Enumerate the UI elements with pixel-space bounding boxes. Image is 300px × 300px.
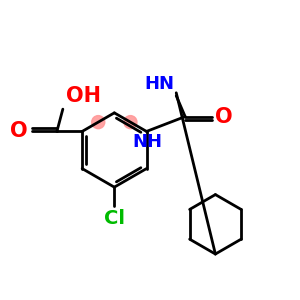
Text: HN: HN bbox=[145, 75, 175, 93]
Circle shape bbox=[92, 116, 105, 129]
Text: O: O bbox=[215, 106, 232, 127]
Text: OH: OH bbox=[66, 86, 101, 106]
Text: O: O bbox=[10, 122, 27, 141]
Text: NH: NH bbox=[133, 133, 163, 151]
Text: Cl: Cl bbox=[104, 209, 125, 228]
Circle shape bbox=[124, 116, 137, 129]
